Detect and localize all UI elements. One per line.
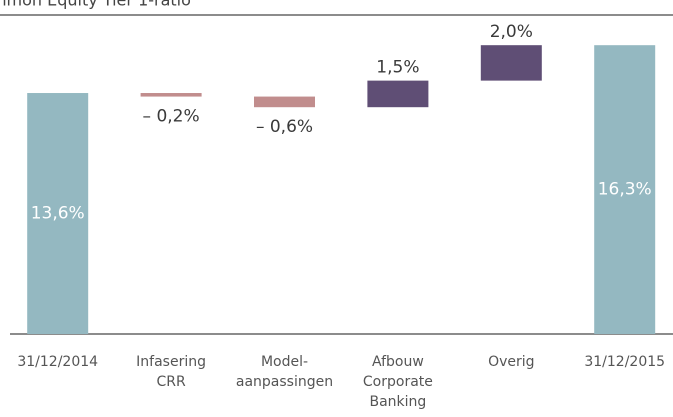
chart-title: Common Equity Tier 1-ratio [0, 0, 191, 10]
x-tick-label: aanpassingen [236, 374, 333, 390]
bar [27, 93, 89, 335]
bar [594, 45, 656, 335]
x-tick-label: 31/12/2015 [584, 354, 665, 370]
value-label: 1,5% [376, 58, 419, 78]
bar [367, 80, 429, 108]
x-tick-label: Corporate [363, 374, 433, 390]
x-tick-label: CRR [156, 374, 186, 390]
value-label: – 0,6% [256, 117, 313, 137]
x-tick-label: Infasering [136, 354, 206, 370]
value-label: – 0,2% [143, 107, 200, 127]
value-label: 13,6% [31, 204, 85, 224]
bar [480, 45, 542, 81]
value-label: 16,3% [598, 180, 652, 200]
x-tick-label: Overig [488, 354, 534, 370]
value-label: 2,0% [490, 22, 533, 42]
bar [140, 93, 202, 97]
x-tick-label: Afbouw [372, 354, 424, 370]
x-tick-label: Banking [369, 394, 426, 410]
x-tick-label: 31/12/2014 [17, 354, 98, 370]
bar [254, 96, 315, 108]
x-tick-label: Model- [261, 354, 308, 370]
